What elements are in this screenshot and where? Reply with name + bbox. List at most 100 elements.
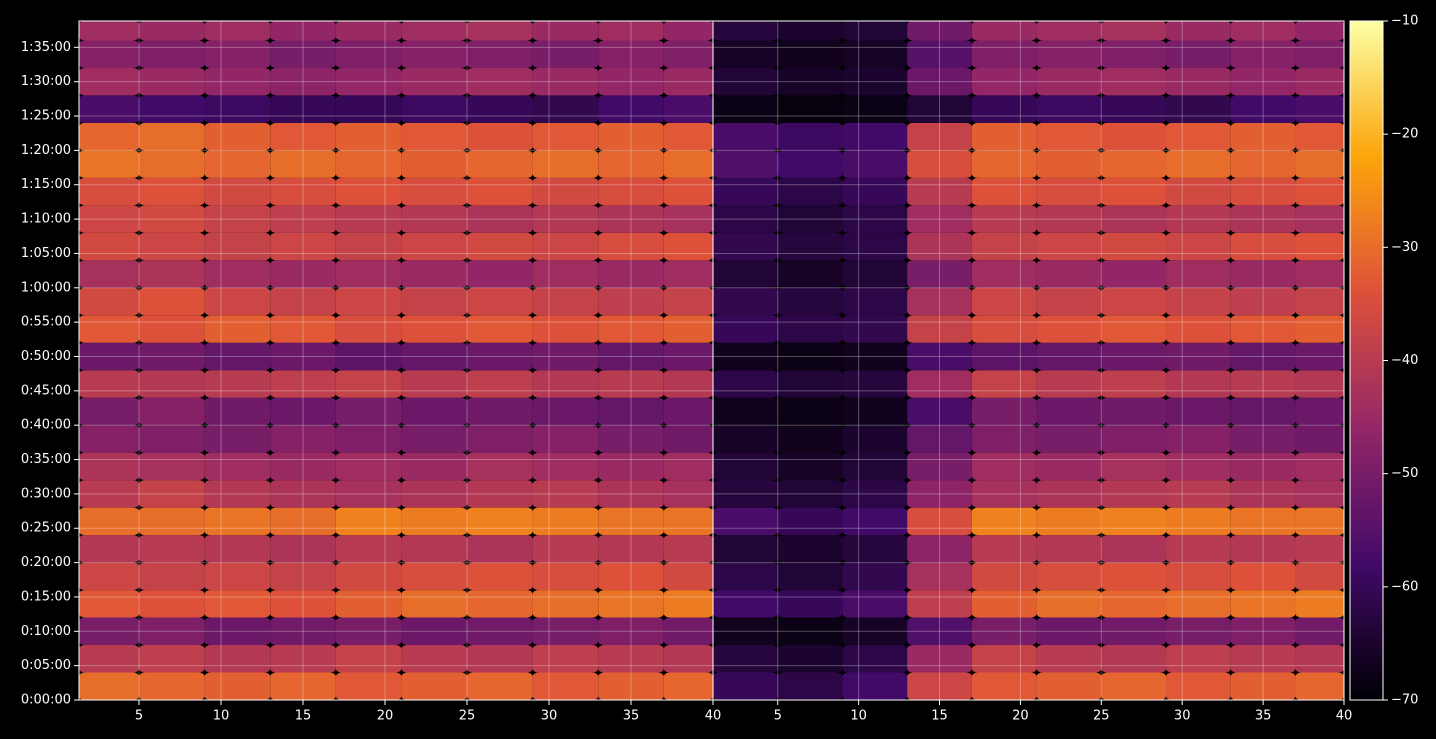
- heat-cell: [1101, 122, 1167, 151]
- heat-cell: [204, 315, 271, 343]
- heat-cell: [842, 425, 908, 453]
- heat-cell: [1166, 40, 1231, 68]
- heat-cell: [79, 507, 140, 536]
- heat-cell: [1166, 232, 1231, 261]
- heat-cell: [139, 535, 205, 563]
- heat-cell: [842, 535, 908, 563]
- y-tick-label: 0:30:00: [21, 486, 71, 501]
- heat-cell: [139, 590, 205, 618]
- y-tick-label: 0:15:00: [21, 589, 71, 604]
- heat-cell: [842, 315, 908, 343]
- heat-cell: [663, 342, 713, 371]
- heat-cell: [532, 535, 599, 563]
- heat-cell: [467, 535, 533, 563]
- heat-cell: [270, 67, 336, 96]
- heat-cell: [204, 507, 271, 536]
- heat-cell: [1036, 645, 1102, 673]
- heat-cell: [777, 177, 843, 206]
- heat-cell: [204, 122, 271, 151]
- heat-cell: [139, 21, 205, 41]
- heat-cell: [79, 205, 140, 233]
- heat-cell: [842, 205, 908, 233]
- colorbar-tick-label: −20: [1391, 127, 1418, 142]
- heat-cell: [1036, 617, 1102, 646]
- heat-cell: [598, 342, 664, 371]
- heat-cell: [139, 645, 205, 673]
- heat-cell: [598, 67, 664, 96]
- colorbar-tick-label: −60: [1391, 579, 1418, 594]
- heat-cell: [1295, 342, 1344, 371]
- heat-cell: [270, 122, 336, 151]
- heat-cell: [1166, 177, 1231, 206]
- heat-cell: [713, 590, 778, 618]
- heat-cell: [1295, 617, 1344, 646]
- heat-cell: [204, 40, 271, 68]
- heat-cell: [401, 507, 468, 536]
- heat-cell: [270, 40, 336, 68]
- heat-cell: [713, 67, 778, 96]
- heat-cell: [79, 315, 140, 343]
- heat-cell: [663, 672, 713, 700]
- x-tick-label: 20: [1012, 709, 1029, 724]
- heat-cell: [1295, 507, 1344, 536]
- heat-cell: [1230, 397, 1296, 426]
- frame: [74, 20, 1345, 705]
- heat-cell: [1036, 480, 1102, 508]
- heat-cell: [1101, 397, 1167, 426]
- heat-cell: [1101, 177, 1167, 206]
- heat-cell: [79, 122, 140, 151]
- heat-cell: [467, 95, 533, 123]
- heat-cell: [907, 21, 972, 41]
- heat-cell: [79, 425, 140, 453]
- heat-cell: [335, 452, 402, 481]
- heat-cell: [1166, 562, 1231, 591]
- heat-cell: [467, 177, 533, 206]
- heat-cell: [663, 397, 713, 426]
- y-tick-label: 1:20:00: [21, 143, 71, 158]
- x-tick-label: 35: [1255, 709, 1272, 724]
- heat-cell: [971, 507, 1037, 536]
- heat-cell: [1166, 672, 1231, 700]
- heat-cell: [598, 590, 664, 618]
- heat-cell: [1295, 40, 1344, 68]
- heat-cell: [270, 177, 336, 206]
- heat-cell: [335, 535, 402, 563]
- heat-cell: [1295, 562, 1344, 591]
- heat-cell: [598, 122, 664, 151]
- heat-cell: [1166, 21, 1231, 41]
- heat-cell: [1295, 67, 1344, 96]
- heat-cell: [598, 480, 664, 508]
- heat-cell: [598, 21, 664, 41]
- heat-cell: [663, 260, 713, 288]
- heat-cell: [777, 370, 843, 398]
- heat-cell: [971, 232, 1037, 261]
- heat-cell: [1036, 425, 1102, 453]
- heat-cell: [1295, 21, 1344, 41]
- heat-cell: [1295, 177, 1344, 206]
- heat-cell: [713, 425, 778, 453]
- heat-cell: [1295, 672, 1344, 700]
- heat-cell: [777, 452, 843, 481]
- heat-cell: [204, 205, 271, 233]
- heat-cell: [532, 40, 599, 68]
- y-tick-label: 0:35:00: [21, 452, 71, 467]
- heat-cell: [842, 480, 908, 508]
- heat-cell: [401, 452, 468, 481]
- heat-cell: [1036, 232, 1102, 261]
- heat-cell: [971, 205, 1037, 233]
- heat-cell: [713, 150, 778, 178]
- heat-cell: [598, 425, 664, 453]
- heat-cell: [907, 95, 972, 123]
- heat-cell: [467, 315, 533, 343]
- heat-cell: [335, 287, 402, 316]
- heat-cell: [467, 21, 533, 41]
- heat-cell: [842, 342, 908, 371]
- heat-cell: [204, 425, 271, 453]
- heat-cell: [842, 260, 908, 288]
- heat-cell: [79, 672, 140, 700]
- heat-cell: [1230, 95, 1296, 123]
- heat-cell: [842, 672, 908, 700]
- heat-cell: [1295, 122, 1344, 151]
- y-tick-label: 0:25:00: [21, 521, 71, 536]
- heat-cell: [971, 645, 1037, 673]
